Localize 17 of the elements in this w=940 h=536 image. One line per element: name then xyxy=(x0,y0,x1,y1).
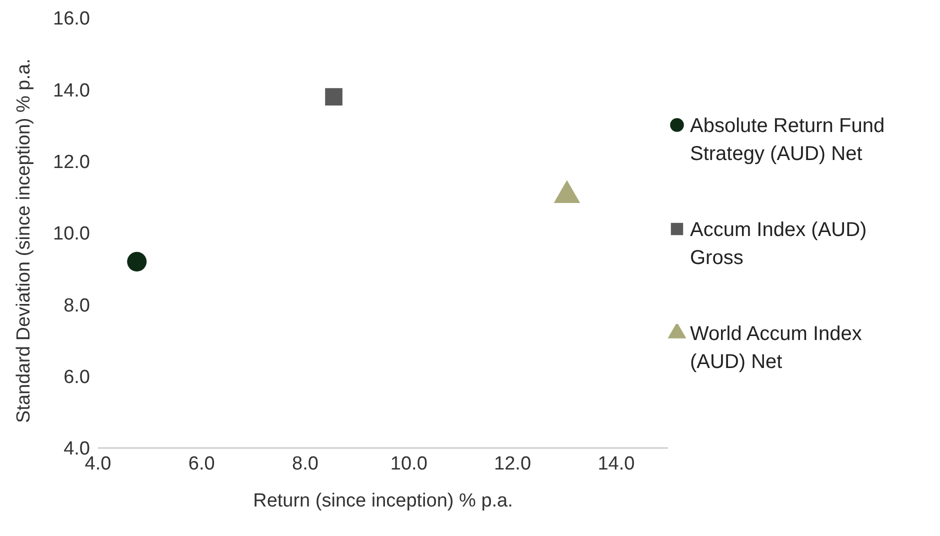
y-tick-label: 10.0 xyxy=(53,224,90,245)
legend-label: Accum Index (AUD) Gross xyxy=(690,218,868,271)
legend-label: Absolute Return Fund Strategy (AUD) Net xyxy=(690,114,886,167)
y-tick-label: 16.0 xyxy=(53,8,90,30)
x-tick-label: 14.0 xyxy=(598,453,635,474)
x-tick-label: 6.0 xyxy=(188,453,215,474)
y-tick-label: 12.0 xyxy=(53,152,90,174)
y-tick-label: 8.0 xyxy=(64,295,90,316)
legend-label: World Accum Index (AUD) Net xyxy=(690,322,863,375)
x-tick-label: 8.0 xyxy=(292,453,318,474)
x-tick-label: 10.0 xyxy=(390,453,428,474)
y-axis-title: Standard Deviation (since inception) % p.a. xyxy=(14,58,35,423)
y-tick-label: 6.0 xyxy=(64,367,90,388)
y-tick-label: 4.0 xyxy=(64,438,90,460)
x-tick-label: 12.0 xyxy=(494,453,532,474)
y-tick-label: 14.0 xyxy=(53,80,90,102)
x-axis-title: Return (since inception) % p.a. xyxy=(253,490,513,512)
